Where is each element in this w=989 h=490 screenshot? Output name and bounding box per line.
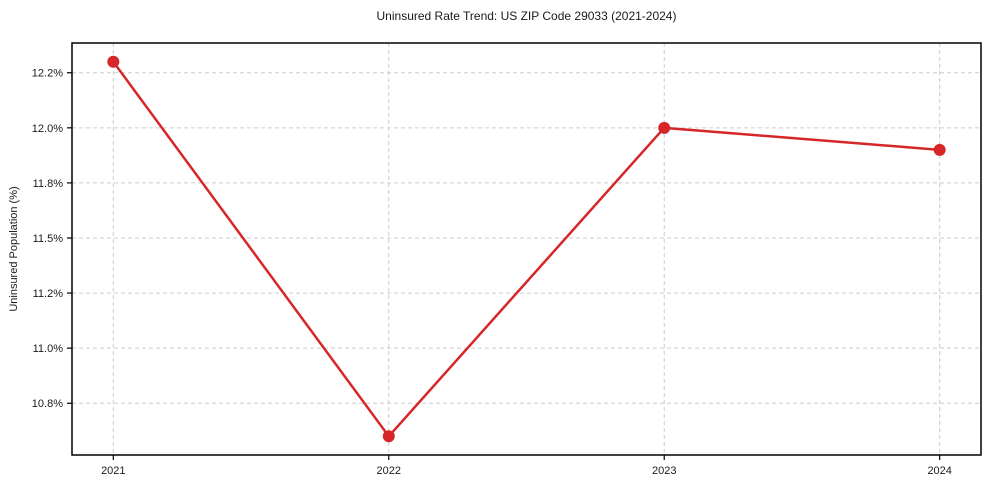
- plot-border: [71, 42, 982, 456]
- y-tick-label: 11.8%: [33, 178, 64, 190]
- y-axis-label: Uninsured Population (%): [8, 186, 20, 312]
- data-point: [382, 430, 395, 443]
- y-tick-label: 12.2%: [32, 68, 63, 80]
- y-tick-label: 11.5%: [33, 233, 64, 245]
- data-point: [658, 121, 671, 134]
- trend-line: [112, 60, 941, 438]
- y-tick-label: 12.0%: [32, 123, 63, 135]
- x-tick-label: 2024: [927, 465, 951, 477]
- x-tick-label: 2022: [377, 465, 401, 477]
- data-point: [933, 143, 946, 156]
- y-tick-label: 10.8%: [32, 398, 63, 410]
- x-tick-label: 2021: [101, 465, 125, 477]
- chart-title: Uninsured Rate Trend: US ZIP Code 29033 …: [376, 9, 677, 23]
- x-tick-label: 2023: [652, 465, 676, 477]
- data-point: [107, 55, 120, 68]
- y-tick-label: 11.2%: [33, 288, 64, 300]
- y-tick-label: 11.0%: [33, 343, 64, 355]
